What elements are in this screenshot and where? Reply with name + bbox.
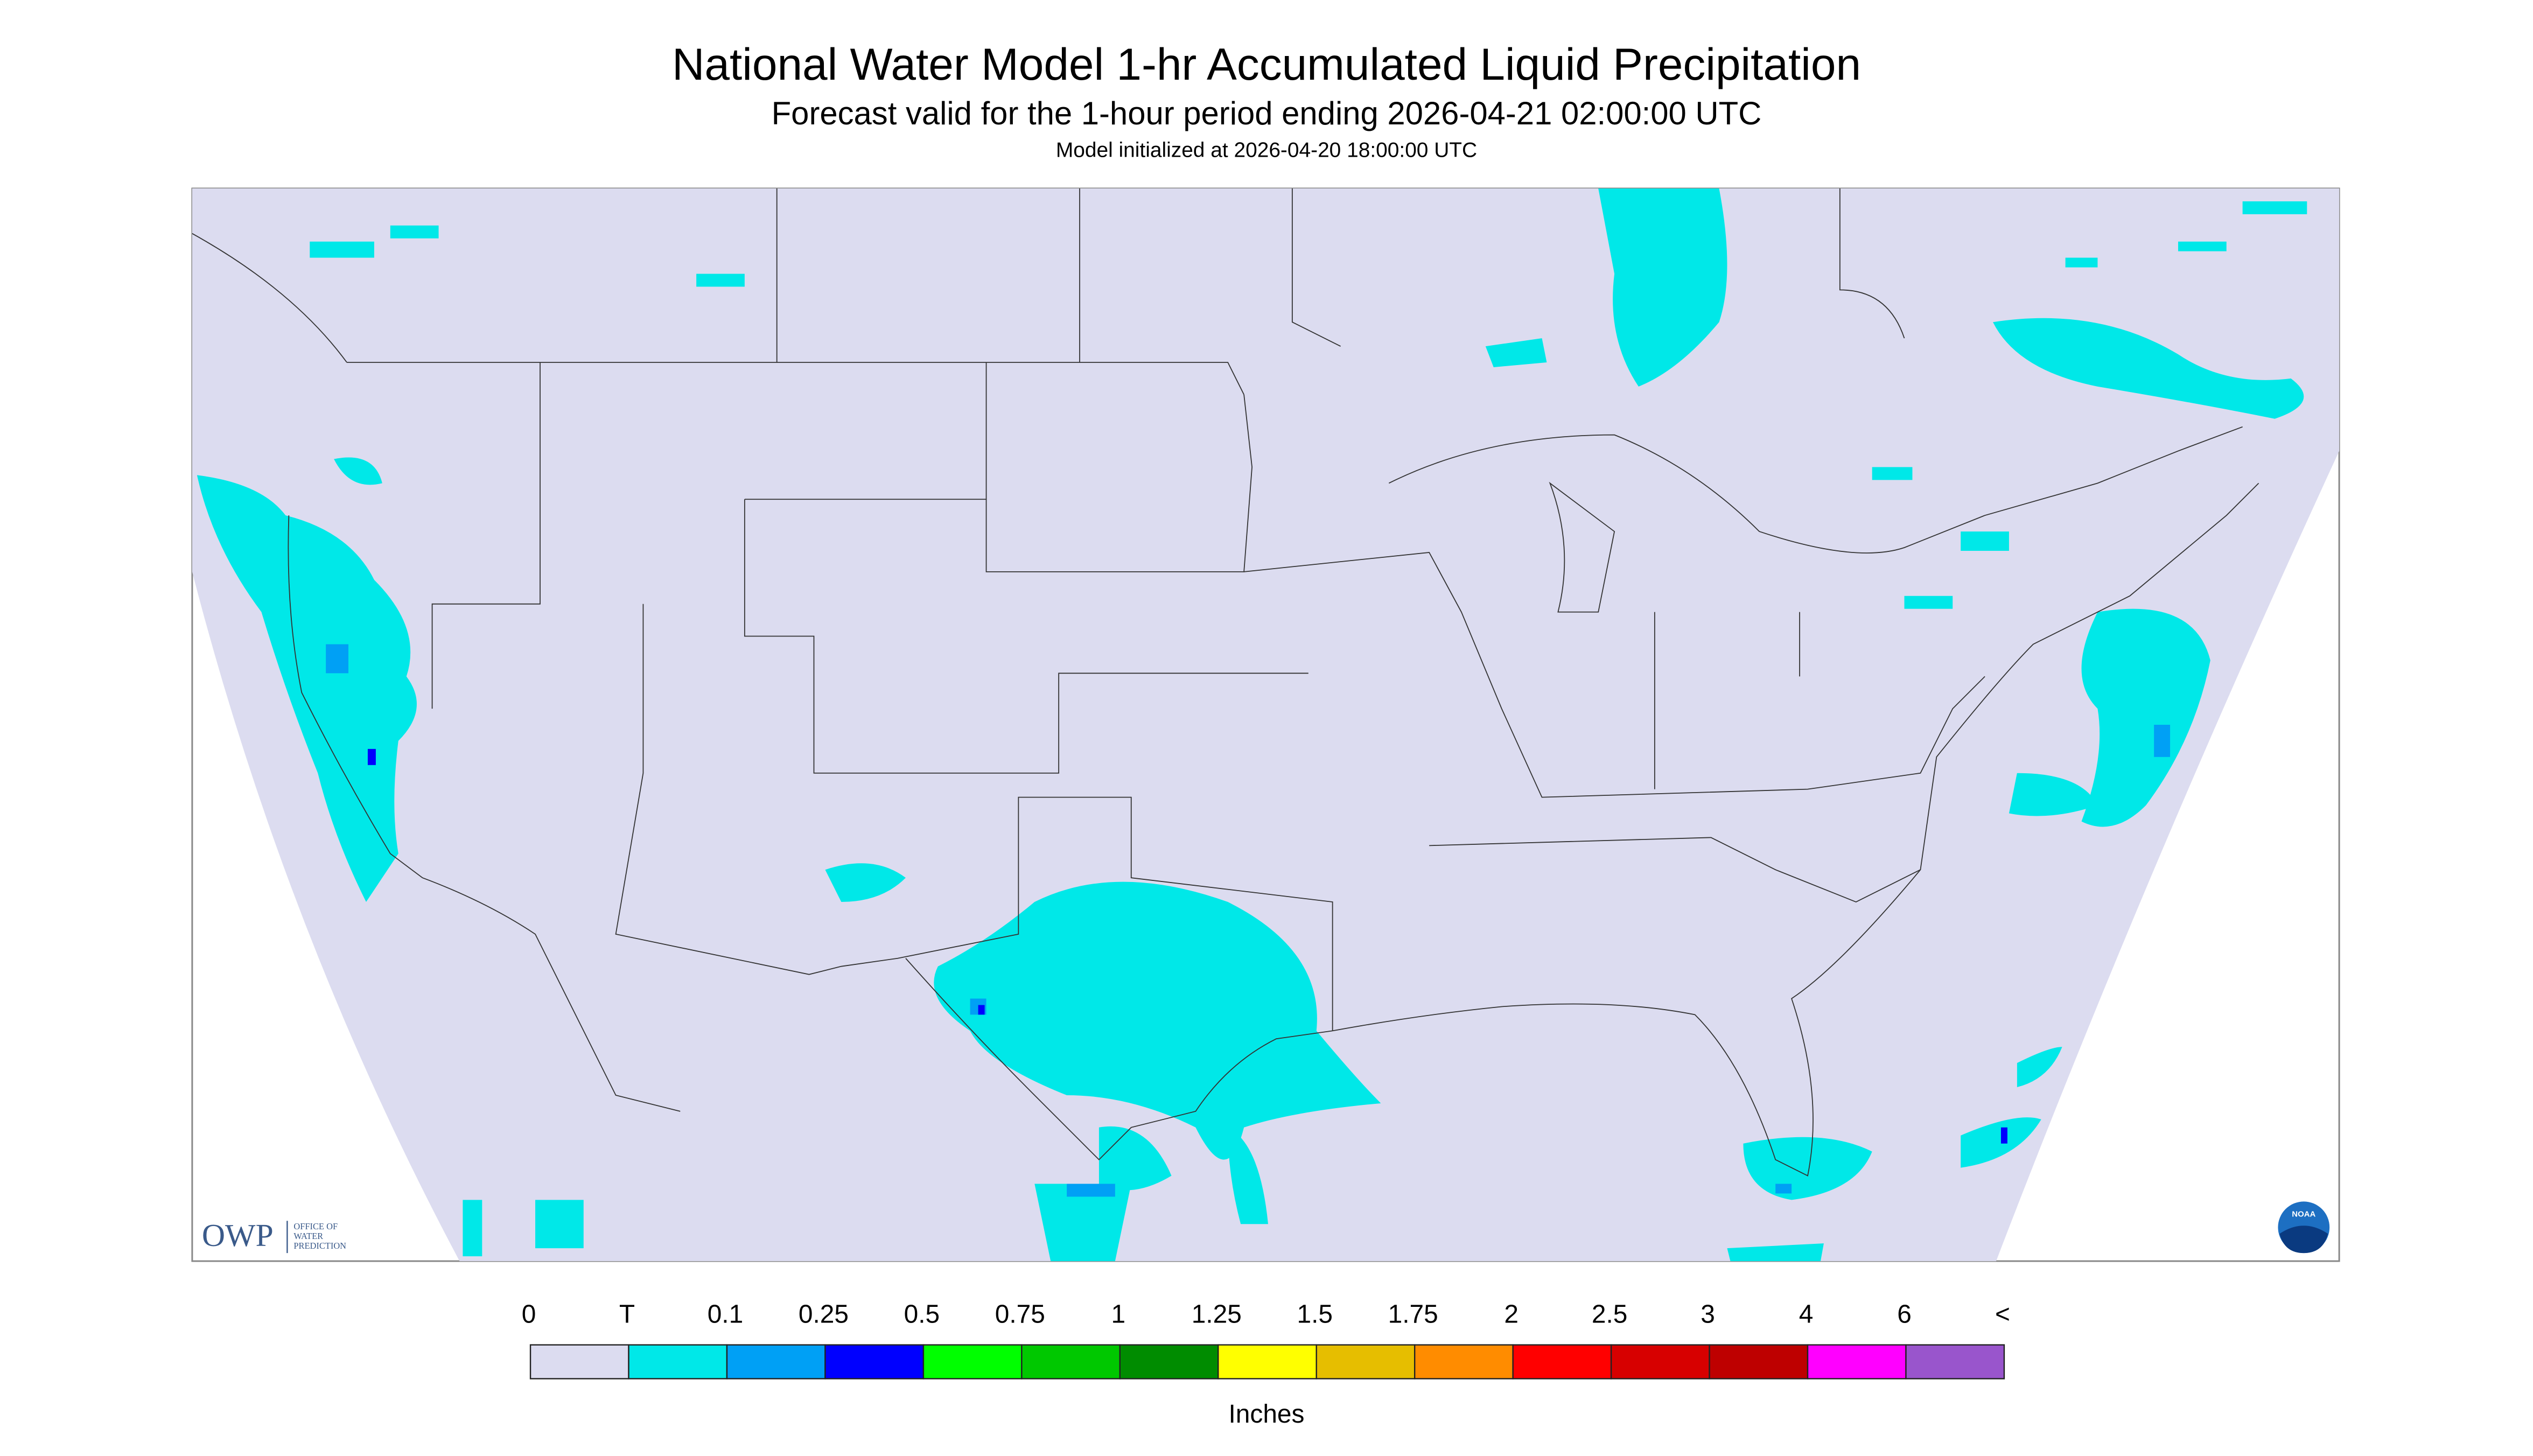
legend-label: T (619, 1300, 635, 1328)
precip-light (326, 644, 2171, 1197)
legend-swatch (1512, 1344, 1612, 1380)
legend-swatch (628, 1344, 728, 1380)
owp-abbr: OWP (202, 1217, 274, 1253)
subtitle: Forecast valid for the 1-hour period end… (772, 95, 1762, 131)
legend-swatch (1414, 1344, 1514, 1380)
legend-label: 2 (1504, 1300, 1519, 1328)
legend-swatch (1119, 1344, 1219, 1380)
noaa-text: NOAA (2292, 1209, 2315, 1219)
owp-line: OFFICE OF (293, 1221, 338, 1231)
legend: Inches 0 T 0.1 0.25 0.5 0.75 1 1.25 1.5 1.75 2 2.5 3… (522, 1300, 2010, 1428)
legend-unit: Inches (1229, 1400, 1305, 1429)
legend-label: 0.5 (904, 1300, 940, 1328)
legend-swatch (1021, 1344, 1121, 1380)
legend-swatch (726, 1344, 826, 1380)
legend-swatch (824, 1344, 925, 1380)
owp-line: PREDICTION (293, 1241, 346, 1251)
legend-swatch (1610, 1344, 1710, 1380)
legend-label: 1.25 (1192, 1300, 1242, 1328)
legend-label: 0.1 (708, 1300, 744, 1328)
legend-swatch (1217, 1344, 1317, 1380)
legend-label: 2.5 (1592, 1300, 1628, 1328)
legend-label: 6 (1897, 1300, 1912, 1328)
model-domain (192, 188, 2340, 1262)
legend-swatch (922, 1344, 1023, 1380)
owp-line: WATER (293, 1231, 323, 1241)
title: National Water Model 1-hr Accumulated Li… (672, 39, 1861, 89)
legend-swatch (529, 1344, 629, 1380)
boundaries (192, 188, 2259, 1177)
legend-label: 3 (1701, 1300, 1715, 1328)
legend-swatch (1709, 1344, 1809, 1380)
legend-label: 1 (1111, 1300, 1126, 1328)
owp-logo: OWP OFFICE OF WATER PREDICTION (202, 1217, 346, 1254)
legend-swatch (1905, 1344, 2005, 1380)
precip-trace (197, 188, 2307, 1262)
legend-label: 4 (1799, 1300, 1814, 1328)
legend-label: 1.5 (1297, 1300, 1333, 1328)
precip-moderate (367, 748, 2007, 1144)
init-time: Model initialized at 2026-04-20 18:00:00… (1056, 138, 1477, 162)
legend-label: 0.75 (995, 1300, 1045, 1328)
legend-label: 1.75 (1388, 1300, 1438, 1328)
legend-label: 0.25 (799, 1300, 849, 1328)
legend-swatch (1807, 1344, 1907, 1380)
legend-label: < (1995, 1300, 2010, 1328)
legend-label: 0 (522, 1300, 536, 1328)
map: OWP OFFICE OF WATER PREDICTION NOAA (191, 187, 2340, 1262)
legend-swatch (1316, 1344, 1416, 1380)
noaa-logo: NOAA (2278, 1201, 2330, 1254)
